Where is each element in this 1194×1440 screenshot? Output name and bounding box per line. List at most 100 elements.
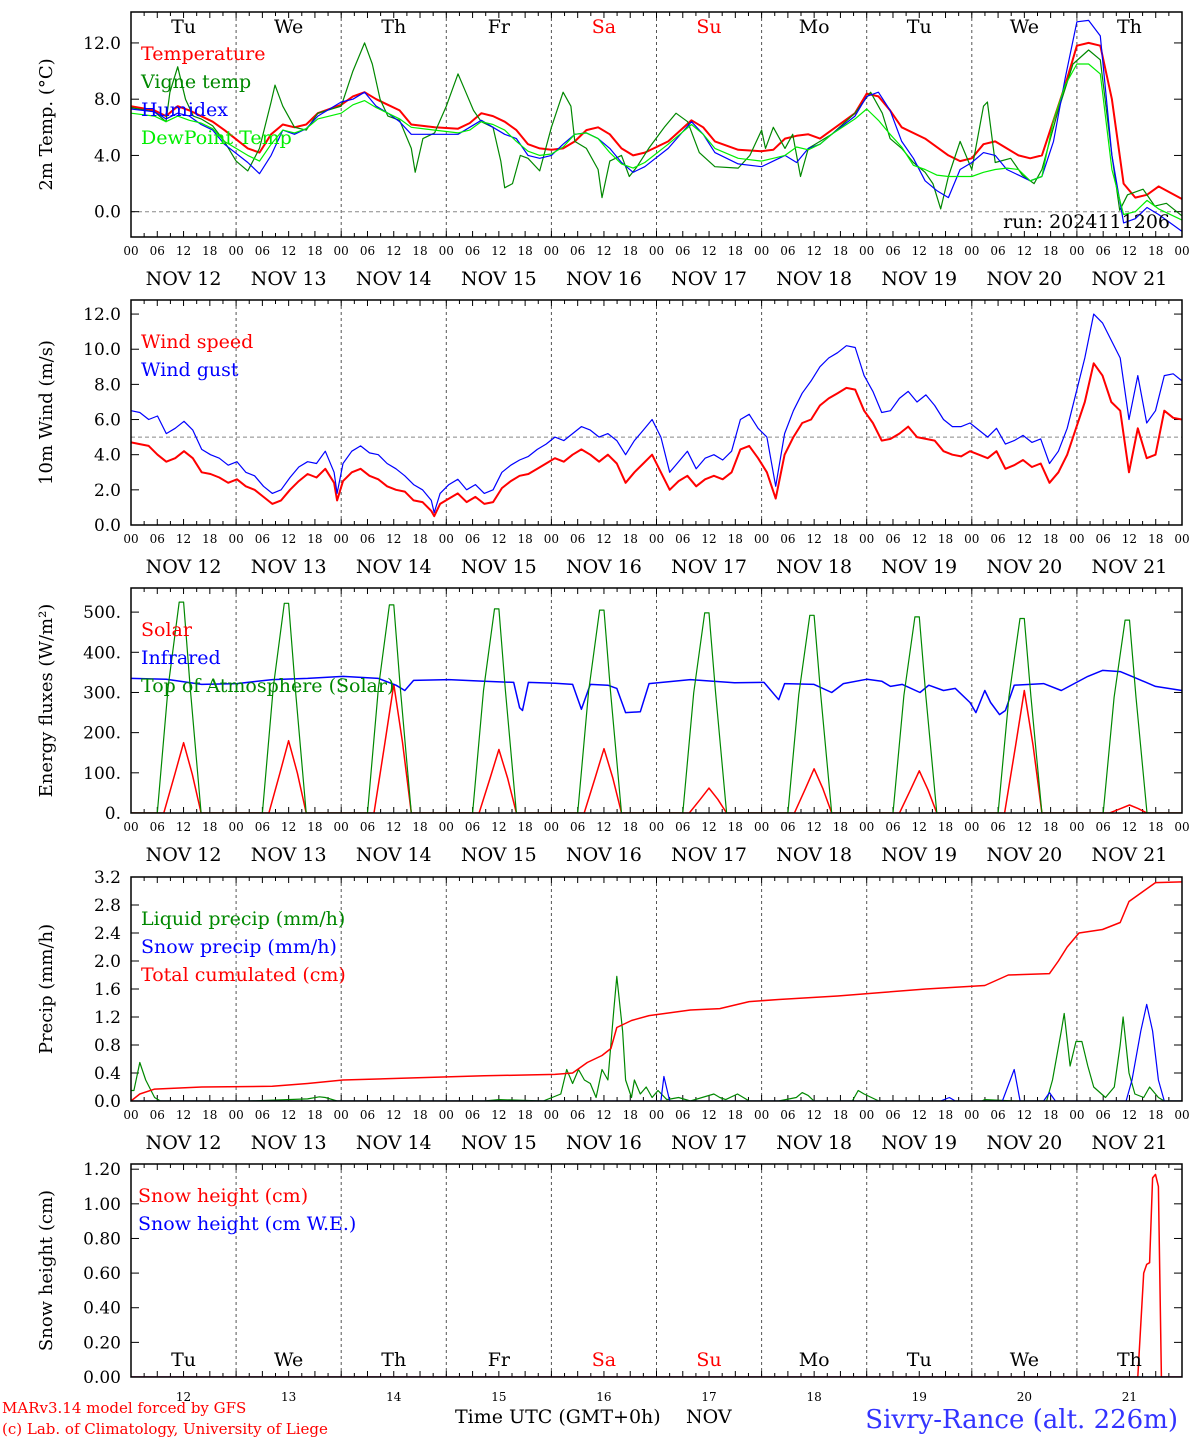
hour-tick-label: 00 — [859, 244, 874, 258]
day-number-label: 17 — [701, 1390, 716, 1404]
y-tick-label: 0.0 — [94, 1092, 121, 1112]
series-line-liquid-precip-mm-h- — [131, 975, 1182, 1101]
y-tick-label: 200. — [83, 724, 121, 744]
date-label: NOV 12 — [146, 268, 222, 290]
hour-tick-label: 00 — [649, 1108, 664, 1122]
y-tick-label: 8.0 — [94, 90, 121, 110]
plot-frame — [130, 876, 1183, 1102]
date-label: NOV 18 — [776, 268, 852, 290]
hour-tick-label: 06 — [780, 244, 795, 258]
date-label: NOV 15 — [461, 268, 537, 290]
weekday-label: Th — [381, 16, 406, 38]
hour-tick-label: 12 — [491, 820, 506, 834]
day-number-label: 19 — [912, 1390, 927, 1404]
y-tick-label: 500. — [83, 603, 121, 623]
hour-tick-label: 00 — [334, 1108, 349, 1122]
y-tick-label: 1.00 — [83, 1195, 121, 1215]
hour-tick-label: 18 — [412, 532, 427, 546]
date-label: NOV 19 — [881, 556, 957, 578]
y-tick-label: 2.0 — [94, 952, 121, 972]
hour-tick-label: 00 — [334, 820, 349, 834]
hour-tick-label: 12 — [1017, 244, 1032, 258]
hour-tick-label: 12 — [1122, 244, 1137, 258]
legend-entry: Wind gust — [141, 359, 239, 381]
hour-tick-label: 00 — [123, 244, 138, 258]
hour-tick-label: 06 — [780, 820, 795, 834]
y-tick-label: 10.0 — [83, 340, 121, 360]
time-axis-label: Time UTC (GMT+0h) — [455, 1406, 661, 1428]
date-label: NOV 17 — [671, 556, 747, 578]
hour-tick-label: 06 — [885, 532, 900, 546]
weekday-label: We — [1010, 1349, 1039, 1371]
plot-frame — [130, 587, 1183, 814]
y-tick-label: 2.0 — [94, 481, 121, 501]
legend-entry: Snow precip (mm/h) — [141, 936, 337, 958]
weekday-label: Tu — [907, 1349, 932, 1371]
hour-tick-label: 06 — [255, 820, 270, 834]
hour-tick-label: 06 — [990, 820, 1005, 834]
day-number-label: 12 — [176, 1390, 191, 1404]
panel-3 — [130, 587, 1183, 814]
hour-tick-label: 00 — [544, 820, 559, 834]
y-tick-label: 0.20 — [83, 1333, 121, 1353]
hour-tick-label: 12 — [596, 820, 611, 834]
weekday-label: Su — [696, 1349, 721, 1371]
hour-tick-label: 12 — [596, 1108, 611, 1122]
weekday-label: Th — [1117, 1349, 1142, 1371]
day-number-label: 18 — [807, 1390, 822, 1404]
hour-tick-label: 12 — [1017, 820, 1032, 834]
weekday-label: Tu — [907, 16, 932, 38]
y-tick-label: 0.4 — [94, 1064, 121, 1084]
hour-tick-label: 00 — [334, 244, 349, 258]
hour-tick-label: 06 — [675, 820, 690, 834]
hour-tick-label: 06 — [990, 532, 1005, 546]
weekday-label: Su — [696, 16, 721, 38]
hour-tick-label: 18 — [833, 820, 848, 834]
weekday-label: Tu — [171, 16, 196, 38]
hour-tick-label: 06 — [465, 1108, 480, 1122]
hour-tick-label: 18 — [833, 244, 848, 258]
hour-tick-label: 00 — [334, 532, 349, 546]
hour-tick-label: 00 — [544, 244, 559, 258]
date-label: NOV 18 — [776, 1132, 852, 1154]
hour-tick-label: 18 — [728, 244, 743, 258]
date-label: NOV 20 — [986, 556, 1062, 578]
hour-tick-label: 00 — [964, 820, 979, 834]
hour-tick-label: 00 — [228, 244, 243, 258]
hour-tick-label: 18 — [1043, 532, 1058, 546]
hour-tick-label: 00 — [1069, 1108, 1084, 1122]
date-label: NOV 14 — [356, 268, 432, 290]
plot-frame — [130, 1163, 1183, 1378]
y-tick-label: 1.6 — [94, 980, 121, 1000]
y-tick-label: 12.0 — [83, 305, 121, 325]
panel-2 — [130, 299, 1183, 526]
hour-tick-label: 12 — [281, 244, 296, 258]
legend-entry: DewPoint Temp — [141, 127, 292, 149]
hour-tick-label: 12 — [807, 532, 822, 546]
series-line-solar — [131, 683, 1182, 813]
hour-tick-label: 18 — [307, 244, 322, 258]
hour-tick-label: 18 — [728, 532, 743, 546]
hour-tick-label: 06 — [360, 244, 375, 258]
hour-tick-label: 12 — [176, 244, 191, 258]
y-axis-label: 10m Wind (m/s) — [36, 340, 57, 485]
y-tick-label: 0. — [105, 804, 121, 824]
date-label: NOV 21 — [1092, 844, 1168, 866]
hour-tick-label: 12 — [386, 532, 401, 546]
hour-tick-label: 00 — [228, 1108, 243, 1122]
date-label: NOV 20 — [986, 844, 1062, 866]
plot-frame — [130, 11, 1183, 238]
date-label: NOV 21 — [1092, 1132, 1168, 1154]
date-label: NOV 16 — [566, 556, 642, 578]
hour-tick-label: 06 — [1096, 1108, 1111, 1122]
y-tick-label: 0.00 — [83, 1368, 121, 1388]
month-label: NOV — [686, 1406, 732, 1428]
hour-tick-label: 12 — [807, 820, 822, 834]
credit-model: MARv3.14 model forced by GFS — [2, 1399, 246, 1417]
legend-entry: Solar — [141, 619, 193, 641]
y-tick-label: 100. — [83, 764, 121, 784]
hour-tick-label: 06 — [360, 532, 375, 546]
hour-tick-label: 06 — [255, 532, 270, 546]
plot-frame — [130, 299, 1183, 526]
station-name: Sivry-Rance (alt. 226m) — [865, 1405, 1178, 1435]
